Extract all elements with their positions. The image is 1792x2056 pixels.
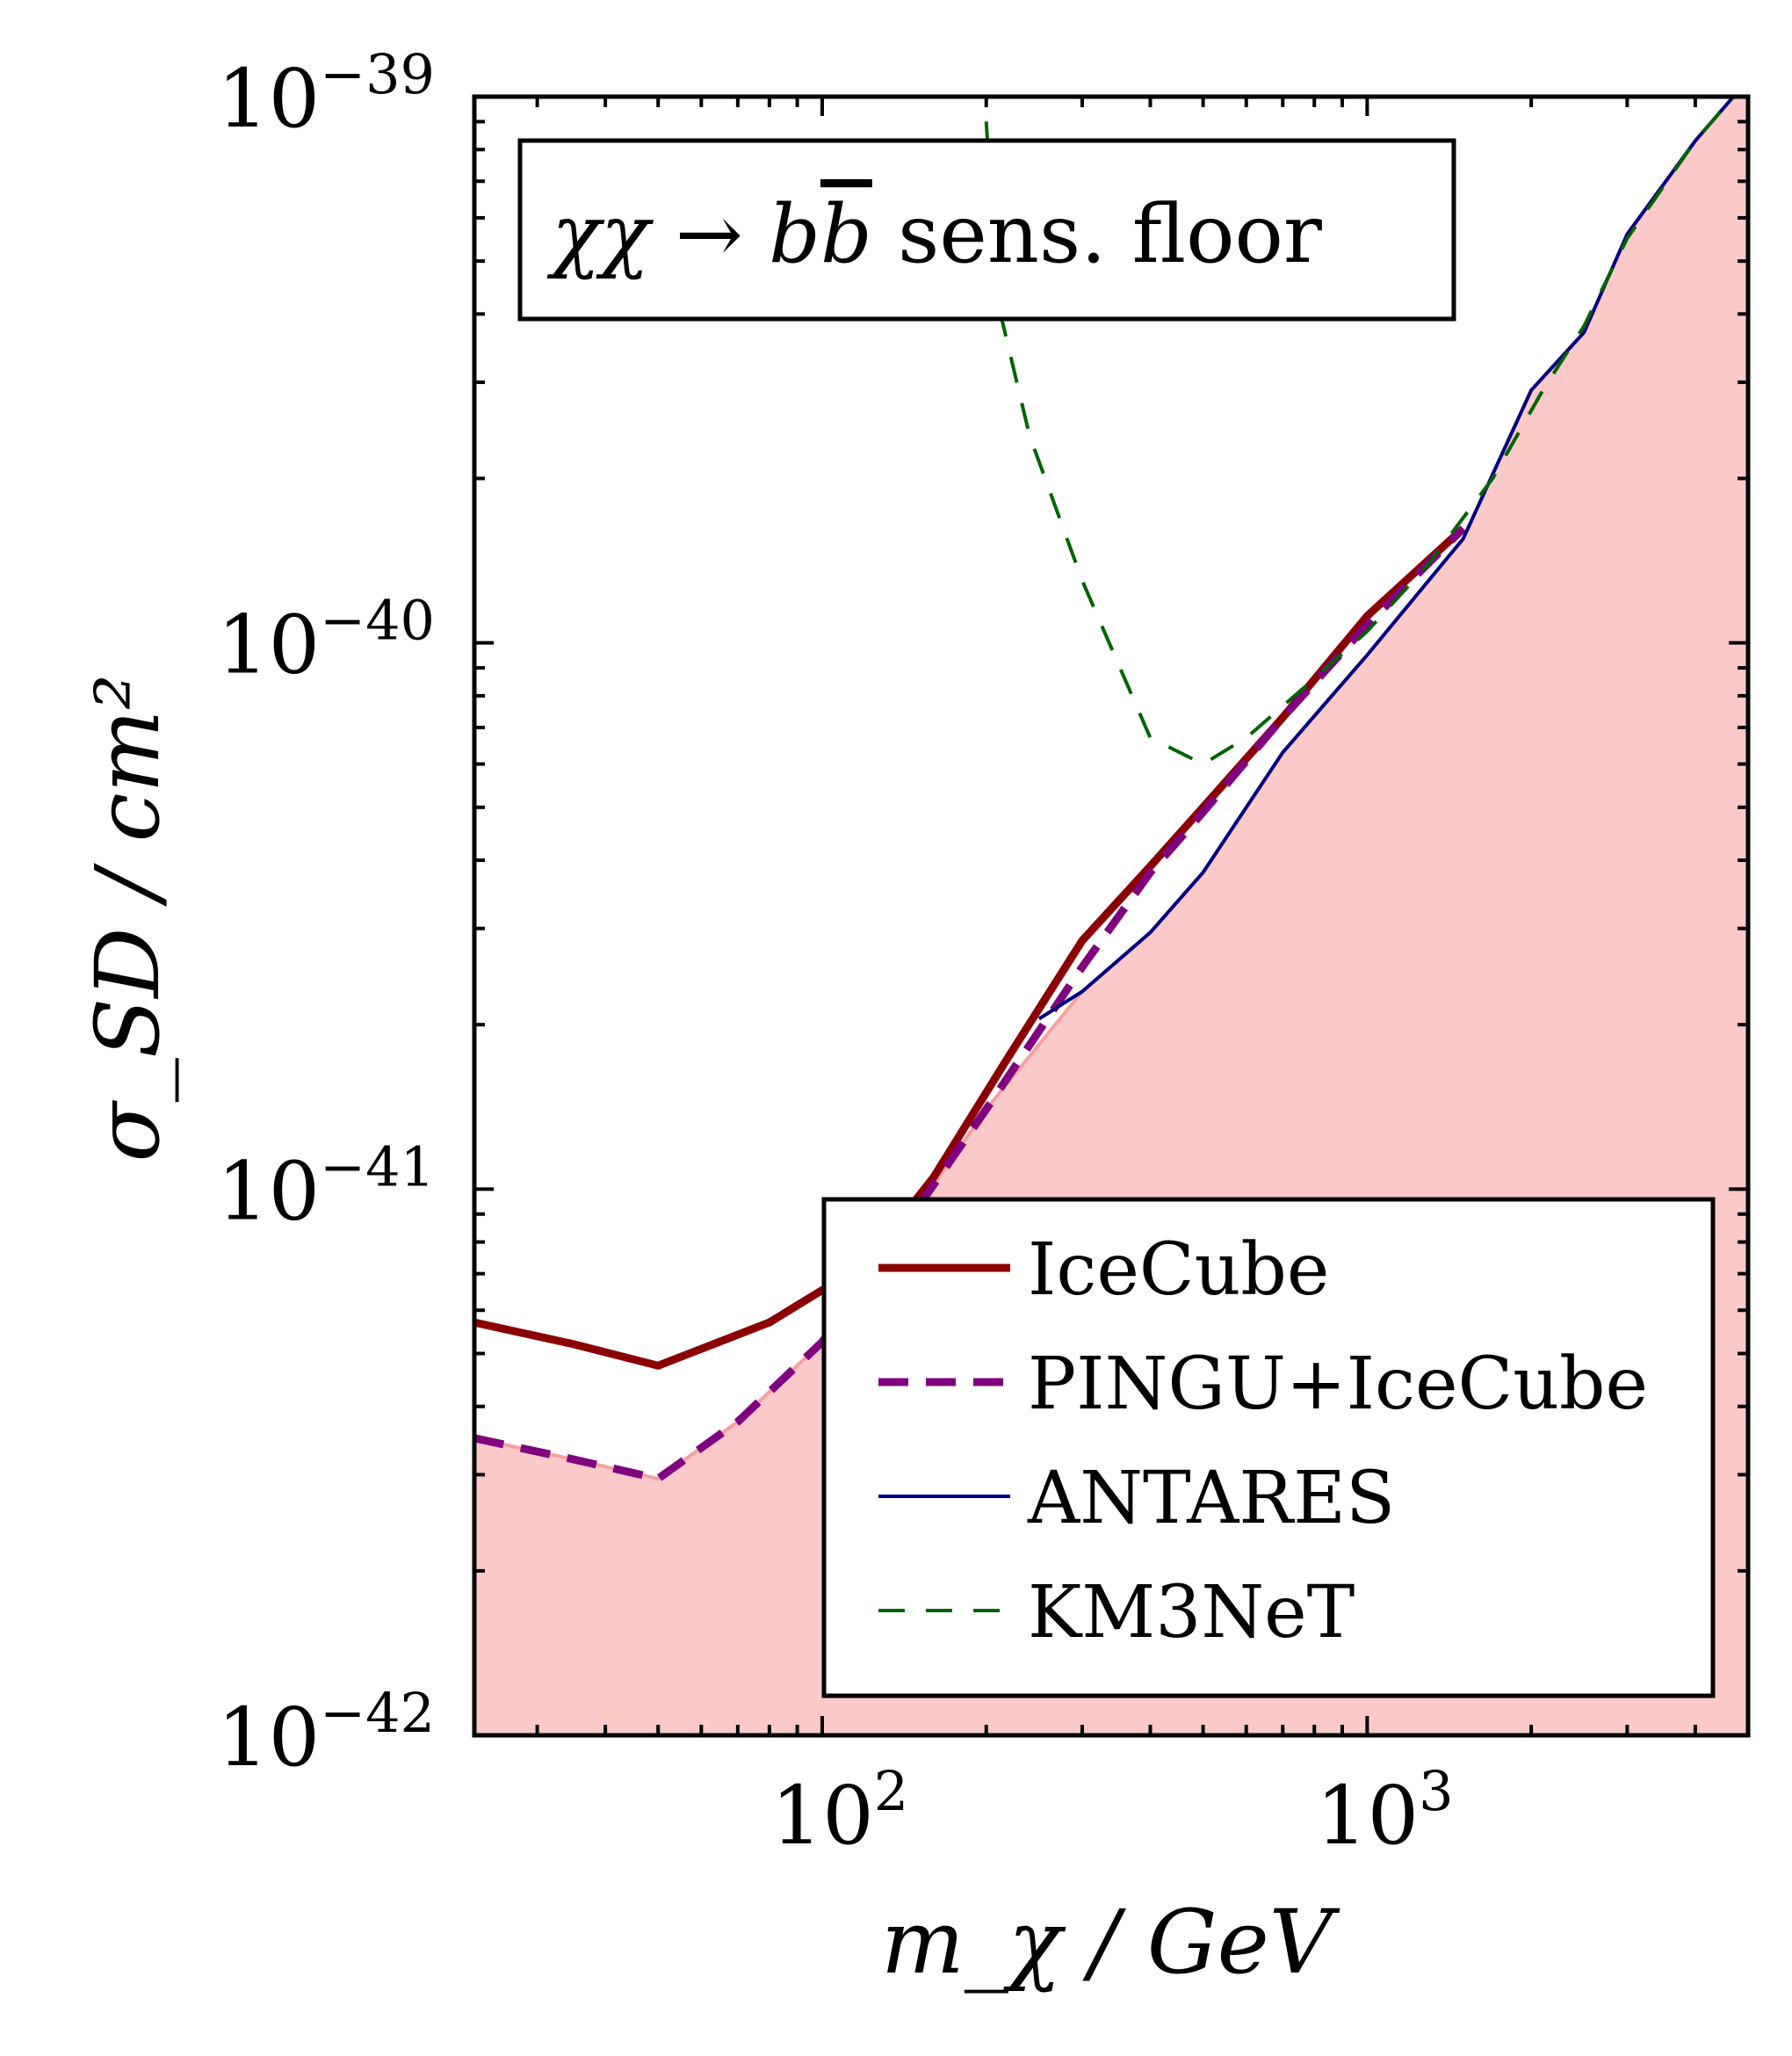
y-tick-label: 10−39 (217, 42, 435, 146)
x-tick-label: 102 (771, 1759, 909, 1863)
series-line-icecube (474, 525, 1466, 1370)
series-line-pingu-icecube (474, 525, 1466, 1483)
y-tick-labels: 10−42 10−41 10−40 10−39 (217, 42, 435, 1785)
legend-label: IceCube (1028, 1228, 1329, 1312)
y-tick-label: 10−40 (217, 589, 435, 692)
svg-text:χχ → bb sens. floor: χχ → bb sens. floor (546, 187, 1322, 281)
annotation-text-bar: b (820, 187, 872, 281)
x-tick-labels: 102 103 (771, 1759, 1454, 1863)
annotation-box: χχ → bb sens. floor (517, 138, 1456, 322)
legend-label: PINGU+IceCube (1028, 1343, 1648, 1426)
y-tick-label: 10−41 (217, 1134, 435, 1238)
series-layer (474, 97, 1735, 1483)
legend-label: KM3NeT (1028, 1571, 1355, 1654)
x-axis-label: m_χ / GeV (881, 1891, 1340, 1994)
y-axis-label: σ_SD / cm² (76, 674, 179, 1162)
legend: IceCube PINGU+IceCube ANTARES KM3NeT (821, 1197, 1716, 1698)
annotation-text-tail: sens. floor (872, 187, 1322, 281)
series-line-km3net (984, 97, 1735, 766)
annotation-text-main: χχ → b (546, 187, 820, 281)
plot-frame (472, 94, 1751, 1738)
x-tick-label: 103 (1316, 1759, 1454, 1863)
series-line-antares (1037, 97, 1735, 1021)
legend-label: ANTARES (1027, 1457, 1395, 1540)
y-tick-label: 10−42 (217, 1681, 435, 1785)
